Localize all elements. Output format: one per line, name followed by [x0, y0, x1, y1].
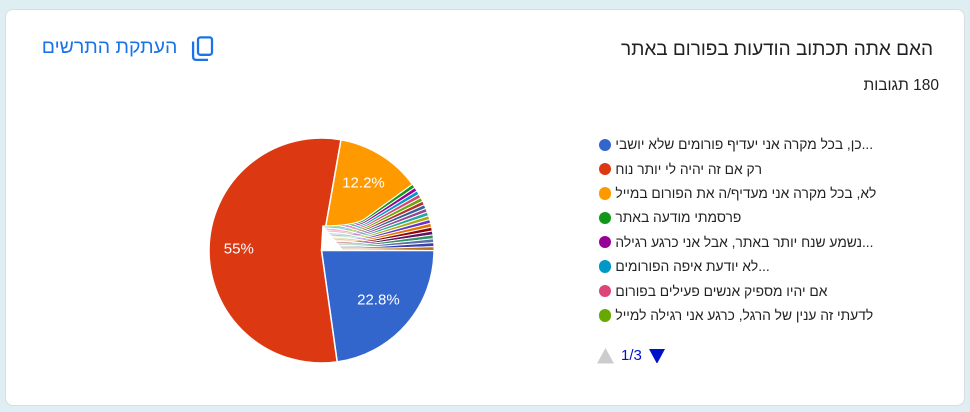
legend-item-label: כן, בכל מקרה אני יעדיף פורומים שלא יושבי… — [615, 137, 874, 153]
legend-next-arrow-icon[interactable] — [648, 348, 665, 364]
legend-color-dot — [599, 138, 612, 151]
legend-color-dot — [599, 284, 612, 298]
legend-item-label: נשמע שנח יותר באתר, אבל אני כרגע רגילה..… — [615, 234, 874, 250]
legend-item-label: לא, בכל מקרה אני מעדיף/ה את הפורום במייל — [615, 185, 877, 201]
legend-color-dot — [599, 260, 612, 273]
legend-item-label: פרסמתי מודעה באתר — [615, 210, 742, 226]
legend-item-label: לא יודעת איפה הפורומים... — [615, 259, 770, 275]
legend-item[interactable]: פרסמתי מודעה באתר — [599, 206, 949, 230]
legend-item-label: רק אם זה יהיה לי יותר נוח — [615, 161, 762, 177]
legend-item[interactable]: נשמע שנח יותר באתר, אבל אני כרגע רגילה..… — [599, 230, 949, 254]
pie-slice-percent-label: 22.8% — [357, 292, 400, 309]
legend-item-label: לדעתי זה ענין של הרגל, כרגע אני רגילה למ… — [615, 307, 874, 323]
legend-pager: 1/3 — [597, 348, 665, 364]
legend-item[interactable]: לא, בכל מקרה אני מעדיף/ה את הפורום במייל — [599, 181, 949, 205]
legend-item[interactable]: כן, בכל מקרה אני יעדיף פורומים שלא יושבי… — [599, 133, 949, 157]
pie-slice-percent-label: 12.2% — [342, 175, 385, 192]
legend-color-dot — [599, 187, 612, 200]
legend-color-dot — [599, 236, 612, 249]
pie-chart: 22.8% 55% 12.2% — [208, 137, 435, 364]
legend-page-indicator: 1/3 — [621, 347, 642, 364]
legend-color-dot — [599, 211, 612, 225]
pie-slice[interactable] — [208, 137, 342, 364]
legend-prev-arrow-icon[interactable] — [597, 348, 614, 364]
responses-count: 180 תגובות — [863, 76, 939, 94]
legend-item[interactable]: אם יהיו מספיק אנשים פעילים בפורום — [599, 279, 949, 303]
copy-chart-button[interactable]: העתקת התרשים — [42, 34, 214, 62]
pie-slice[interactable] — [320, 249, 435, 363]
copy-chart-label: העתקת התרשים — [41, 36, 178, 59]
copy-icon — [191, 36, 214, 62]
chart-legend: כן, בכל מקרה אני יעדיף פורומים שלא יושבי… — [599, 133, 949, 328]
legend-item-label: אם יהיו מספיק אנשים פעילים בפורום — [615, 283, 828, 299]
pie-slice-percent-label: 55% — [224, 241, 254, 258]
pie-slice[interactable] — [340, 246, 435, 251]
chart-card: 22.8% 55% 12.2% העתקת התרשים האם אתה תכתוב… — [5, 9, 965, 406]
legend-item[interactable]: לדעתי זה ענין של הרגל, כרגע אני רגילה למ… — [599, 303, 949, 327]
legend-color-dot — [599, 162, 612, 176]
legend-color-dot — [599, 309, 612, 322]
legend-item[interactable]: לא יודעת איפה הפורומים... — [599, 254, 949, 278]
legend-item[interactable]: רק אם זה יהיה לי יותר נוח — [599, 157, 949, 181]
question-title: האם אתה תכתוב הודעות בפורום באתר — [621, 39, 933, 61]
